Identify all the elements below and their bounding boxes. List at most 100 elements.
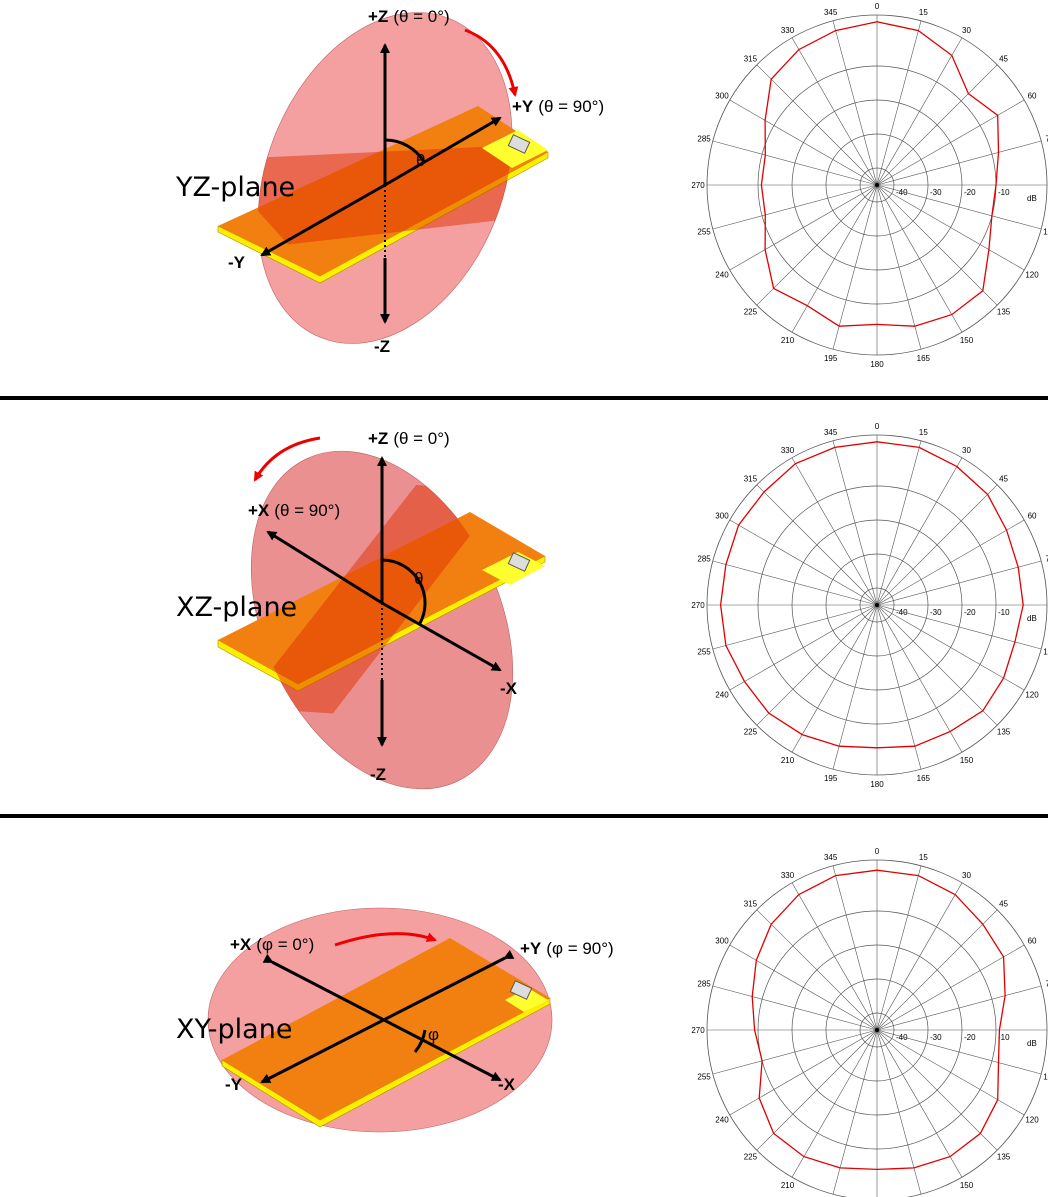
theta-tick-label: 210 xyxy=(781,756,795,765)
theta-tick-label: 45 xyxy=(999,899,1008,908)
grid-spoke xyxy=(876,1029,1025,1116)
grid-spoke xyxy=(832,865,878,1031)
theta-tick-label: 195 xyxy=(824,354,838,363)
grid-spoke xyxy=(876,604,1025,691)
theta-tick-label: 300 xyxy=(715,512,729,521)
axis-label: -Y xyxy=(228,253,246,272)
theta-tick-label: 285 xyxy=(697,135,711,144)
polar-chart: -40-30-20-100153045607590105120135150165… xyxy=(691,422,1048,789)
grid-spoke xyxy=(832,1029,878,1195)
grid-spoke xyxy=(791,457,878,606)
theta-tick-label: 75 xyxy=(1045,135,1048,144)
theta-tick-label: 120 xyxy=(1025,691,1039,700)
grid-spoke xyxy=(791,604,878,753)
theta-tick-label: 180 xyxy=(870,360,884,369)
theta-tick-label: 255 xyxy=(697,1072,711,1081)
grid-spoke xyxy=(876,519,1025,606)
theta-tick-label: 15 xyxy=(919,428,928,437)
grid-spoke xyxy=(756,909,878,1031)
axis-label: +Y (θ = 90°) xyxy=(512,97,604,116)
theta-tick-label: 120 xyxy=(1025,271,1039,280)
grid-spoke xyxy=(712,604,878,650)
theta-tick-label: 330 xyxy=(781,446,795,455)
grid-spoke xyxy=(876,484,998,606)
grid-spoke xyxy=(876,882,963,1031)
grid-spoke xyxy=(876,457,963,606)
grid-spoke xyxy=(791,37,878,186)
grid-spoke xyxy=(876,64,998,186)
grid-spoke xyxy=(876,985,1042,1031)
axis-label: +X (θ = 90°) xyxy=(248,501,340,520)
axis-label: -Z xyxy=(374,337,390,356)
grid-spoke xyxy=(876,184,998,306)
grid-spoke xyxy=(712,560,878,606)
grid-spoke xyxy=(876,604,998,726)
pattern-line xyxy=(760,21,1000,327)
grid-spoke xyxy=(756,64,878,186)
theta-tick-label: 255 xyxy=(697,227,711,236)
axis-label: +Y (φ = 90°) xyxy=(520,939,614,958)
r-tick-label: -40 xyxy=(896,1033,908,1042)
grid-spoke xyxy=(729,99,878,186)
r-tick-label: -30 xyxy=(930,1033,942,1042)
pattern-line xyxy=(719,441,1024,749)
r-unit-label: dB xyxy=(1027,614,1037,623)
r-tick-label: -30 xyxy=(930,608,942,617)
grid-spoke xyxy=(876,604,963,753)
axis-label: -X xyxy=(498,1075,516,1094)
center-dot xyxy=(875,1028,879,1032)
plane-label: XY-plane xyxy=(176,1014,292,1045)
grid-spoke xyxy=(791,184,878,333)
theta-tick-label: 75 xyxy=(1045,980,1048,989)
theta-tick-label: 150 xyxy=(960,336,974,345)
theta-tick-label: 165 xyxy=(917,354,931,363)
polar-chart: -40-30-20-100153045607590105120135150165… xyxy=(691,847,1048,1197)
theta-tick-label: 240 xyxy=(715,271,729,280)
theta-tick-label: 285 xyxy=(697,980,711,989)
plane-label: XZ-plane xyxy=(176,592,297,623)
theta-tick-label: 135 xyxy=(997,728,1011,737)
r-unit-label: dB xyxy=(1027,1039,1037,1048)
grid-spoke xyxy=(712,985,878,1031)
theta-tick-label: 150 xyxy=(960,756,974,765)
theta-tick-label: 315 xyxy=(744,54,758,63)
grid-spoke xyxy=(729,1029,878,1116)
r-tick-label: -10 xyxy=(998,1033,1010,1042)
theta-tick-label: 330 xyxy=(781,26,795,35)
theta-tick-label: 135 xyxy=(997,308,1011,317)
theta-tick-label: 345 xyxy=(824,428,838,437)
pattern-line xyxy=(751,869,1006,1171)
theta-tick-label: 45 xyxy=(999,54,1008,63)
theta-tick-label: 135 xyxy=(997,1153,1011,1162)
grid-spoke xyxy=(876,184,1025,271)
grid-spoke xyxy=(876,560,1042,606)
grid-spoke xyxy=(876,1029,963,1178)
axis-label: +X (φ = 0°) xyxy=(230,935,314,954)
theta-tick-label: 15 xyxy=(919,8,928,17)
r-tick-label: -30 xyxy=(930,188,942,197)
r-tick-label: -20 xyxy=(964,608,976,617)
center-dot xyxy=(875,603,879,607)
theta-tick-label: 240 xyxy=(715,691,729,700)
axis-label: +Z (θ = 0°) xyxy=(368,7,450,26)
axis-label: -X xyxy=(500,679,518,698)
grid-spoke xyxy=(876,20,922,186)
theta-tick-label: 120 xyxy=(1025,1116,1039,1125)
grid-spoke xyxy=(832,604,878,770)
theta-tick-label: 30 xyxy=(962,871,971,880)
theta-tick-label: 345 xyxy=(824,853,838,862)
grid-spoke xyxy=(729,184,878,271)
polar-chart: -40-30-20-100153045607590105120135150165… xyxy=(691,2,1048,369)
grid-spoke xyxy=(876,909,998,1031)
grid-spoke xyxy=(876,440,922,606)
r-unit-label: dB xyxy=(1027,194,1037,203)
theta-tick-label: 195 xyxy=(824,774,838,783)
theta-tick-label: 30 xyxy=(962,26,971,35)
grid-spoke xyxy=(876,604,1042,650)
grid-spoke xyxy=(876,1029,922,1195)
grid-spoke xyxy=(876,37,963,186)
grid-spoke xyxy=(876,184,1042,230)
theta-tick-label: 255 xyxy=(697,647,711,656)
grid-spoke xyxy=(876,184,922,350)
theta-tick-label: 315 xyxy=(744,474,758,483)
